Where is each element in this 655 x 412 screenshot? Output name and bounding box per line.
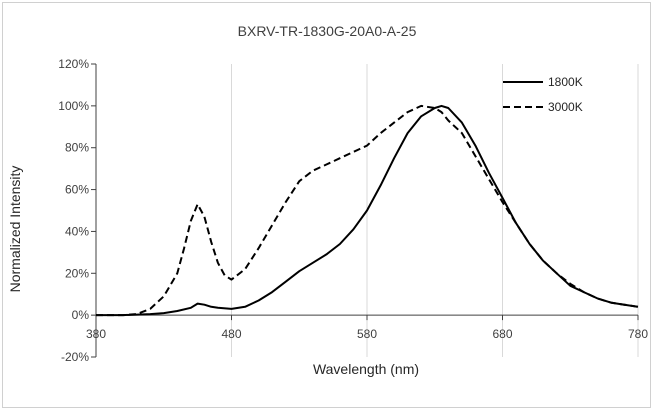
- legend: 1800K 3000K: [503, 75, 583, 114]
- x-tick-label: 680: [492, 327, 512, 341]
- x-tick-label: 780: [628, 327, 648, 341]
- y-tick-label: 80%: [65, 141, 89, 155]
- y-tick-label: 20%: [65, 266, 89, 280]
- series-line-3000k: [96, 104, 639, 317]
- y-tick-label: 60%: [65, 183, 89, 197]
- x-tick-label: 480: [221, 327, 241, 341]
- y-axis-title: Normalized Intensity: [7, 166, 23, 293]
- legend-label-3000k: 3000K: [548, 100, 583, 114]
- y-tick-label: 0%: [72, 308, 90, 322]
- y-tick-label: 120%: [58, 57, 89, 71]
- x-axis-title: Wavelength (nm): [313, 361, 419, 377]
- data-series: [96, 104, 639, 317]
- axes: [91, 63, 639, 358]
- chart-title: BXRV-TR-1830G-20A0-A-25: [238, 23, 417, 39]
- legend-label-1800k: 1800K: [548, 75, 583, 89]
- tick-labels: -20% 0% 20% 40% 60% 80% 100% 120% 380 480 580 680 78…: [58, 57, 648, 364]
- y-tick-label: -20%: [61, 350, 89, 364]
- chart-svg: BXRV-TR-1830G-20A0-A-25 -20% 0% 20% 40% 60% 8…: [7, 23, 648, 377]
- y-tick-label: 40%: [65, 224, 89, 238]
- chart-area: BXRV-TR-1830G-20A0-A-25 -20% 0% 20% 40% 60% 8…: [2, 2, 651, 408]
- y-tick-label: 100%: [58, 99, 89, 113]
- x-tick-label: 380: [86, 327, 106, 341]
- x-tick-label: 580: [357, 327, 377, 341]
